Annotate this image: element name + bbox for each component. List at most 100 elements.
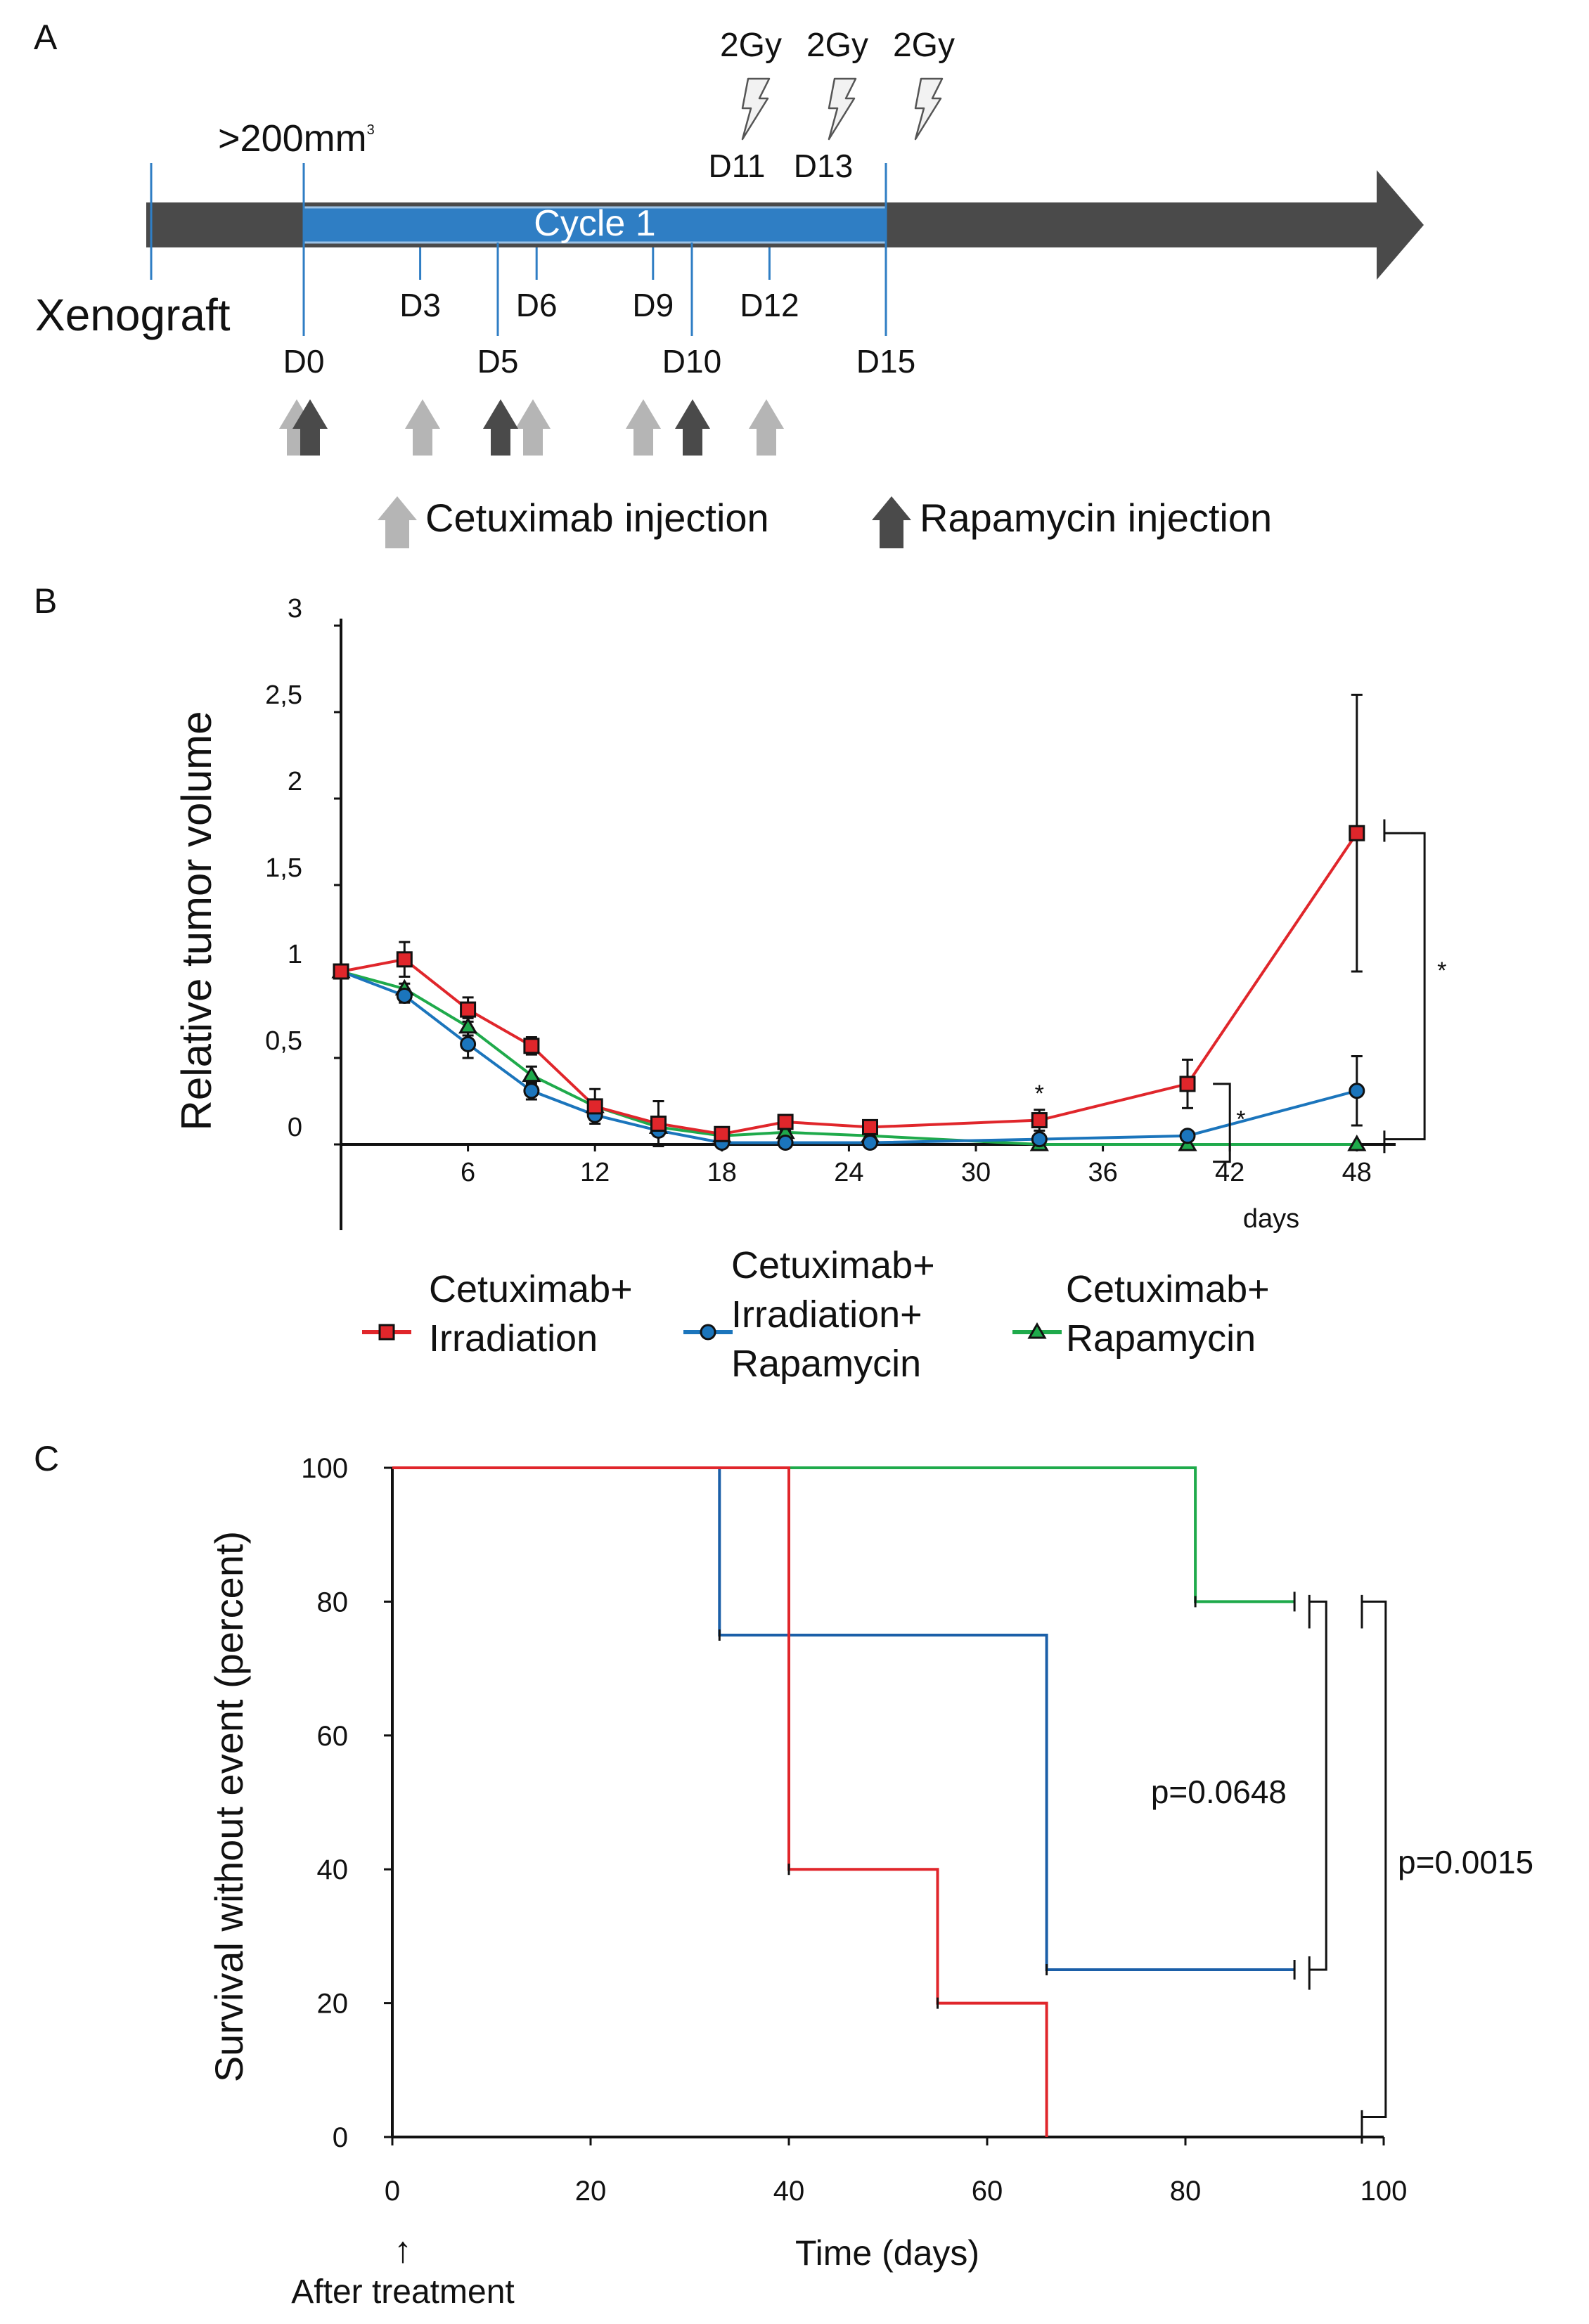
cetuximab-legend-arrow-icon bbox=[378, 496, 417, 548]
survival-y-tick-label: 60 bbox=[317, 1721, 349, 1752]
tumor-y-tick-label: 3 bbox=[288, 594, 302, 624]
day-marker-label: D6 bbox=[516, 287, 558, 323]
tumor-data-point bbox=[460, 1035, 477, 1052]
survival-y-tick-label: 0 bbox=[333, 2122, 348, 2153]
survival-y-axis-title: Survival without event (percent) bbox=[207, 1531, 251, 2082]
tumor-legend-label: Rapamycin bbox=[1066, 1317, 1256, 1360]
tumor-data-point bbox=[523, 1038, 540, 1054]
survival-pvalue-outer: p=0.0015 bbox=[1398, 1844, 1533, 1880]
survival-chart: Survival without event (percent) Time (d… bbox=[207, 1453, 1533, 2311]
tumor-data-point bbox=[862, 1118, 878, 1135]
panel-label-b: B bbox=[34, 581, 57, 621]
tumor-data-point bbox=[650, 1115, 667, 1132]
treatment-start-arrow-icon: ↑ bbox=[394, 2230, 412, 2271]
tumor-y-tick-label: 2,5 bbox=[265, 680, 302, 710]
tumor-legend-label: Cetuximab+ bbox=[731, 1244, 935, 1286]
irradiation-dose-label: 2Gy bbox=[806, 27, 868, 64]
survival-x-tick-label: 80 bbox=[1170, 2176, 1202, 2207]
treatment-start-note: After treatment bbox=[291, 2273, 514, 2311]
tumor-x-axis-title: days bbox=[1243, 1204, 1299, 1234]
day-marker-label: D10 bbox=[662, 343, 721, 380]
tumor-series-line bbox=[340, 970, 1357, 1146]
survival-x-tick-label: 0 bbox=[385, 2176, 400, 2207]
day-markers: D0 D3 D5 D6 D9 D10 D12 D15 bbox=[283, 163, 915, 380]
tumor-data-point bbox=[1179, 1128, 1196, 1144]
tumor-y-tick-label: 0,5 bbox=[265, 1026, 302, 1056]
survival-curve bbox=[392, 1466, 1295, 1603]
tumor-significance: * * * bbox=[1035, 819, 1446, 1163]
day-marker-label: D12 bbox=[740, 287, 799, 323]
tumor-x-tick-label: 18 bbox=[707, 1158, 737, 1187]
day-marker-label: D9 bbox=[632, 287, 674, 323]
tumor-series-line bbox=[340, 832, 1358, 1136]
tumor-volume-chart: Relative tumor volume days 0 0,5 1 1,5 2 2,5 3… bbox=[173, 594, 1446, 1234]
tumor-data-point bbox=[333, 963, 349, 980]
cetuximab-injection-arrow-icon bbox=[626, 399, 661, 456]
tumor-legend-label: Cetuximab+ bbox=[429, 1268, 633, 1310]
cycle-bar bbox=[302, 206, 887, 244]
survival-x-axis-title: Time (days) bbox=[795, 2233, 979, 2273]
tumor-y-axis-title: Relative tumor volume bbox=[173, 711, 220, 1131]
survival-series bbox=[392, 1466, 1296, 2137]
tumor-y-tick-label: 2 bbox=[288, 767, 302, 796]
tumor-y-tick-label: 0 bbox=[288, 1113, 302, 1142]
tumor-legend-label: Irradiation bbox=[429, 1317, 598, 1360]
tumor-legend-label: Irradiation+ bbox=[731, 1293, 922, 1336]
tumor-data-point bbox=[522, 1065, 541, 1083]
tumor-data-point bbox=[586, 1098, 603, 1115]
survival-bracket-inner bbox=[1309, 1600, 1327, 1971]
tumor-data-point bbox=[396, 987, 413, 1004]
tumor-data-point bbox=[1031, 1112, 1048, 1129]
survival-x-tick-label: 60 bbox=[972, 2176, 1003, 2207]
survival-y-tick-label: 100 bbox=[301, 1453, 348, 1484]
survival-bracket-outer bbox=[1361, 1600, 1387, 2118]
tumor-legend-marker bbox=[700, 1324, 716, 1341]
cetuximab-legend-label: Cetuximab injection bbox=[425, 496, 769, 540]
survival-y-tick-label: 40 bbox=[317, 1854, 349, 1885]
tumor-data-point bbox=[777, 1113, 794, 1130]
tumor-data-point bbox=[1031, 1131, 1048, 1148]
rapamycin-injection-arrow-icon bbox=[675, 399, 710, 456]
tumor-star-day48: * bbox=[1437, 957, 1446, 984]
tumor-bracket-top bbox=[1383, 819, 1410, 842]
tumor-y-tick-label: 1,5 bbox=[265, 853, 302, 883]
cetuximab-injection-arrow-icon bbox=[405, 399, 440, 456]
cetuximab-injection-arrow-icon bbox=[515, 399, 551, 456]
lightning-bolt-icon bbox=[828, 77, 857, 141]
tumor-bracket-day40 bbox=[1213, 1083, 1231, 1163]
irradiation-group: 2Gy D11 2Gy D13 2Gy bbox=[709, 27, 956, 184]
tumor-x-tick-label: 6 bbox=[461, 1158, 475, 1187]
survival-y-tick-label: 20 bbox=[317, 1989, 349, 2020]
day-marker-label: D3 bbox=[399, 287, 441, 323]
survival-curve bbox=[392, 1466, 1295, 1971]
tumor-data-point bbox=[1347, 1135, 1367, 1151]
tumor-data-point bbox=[714, 1125, 731, 1142]
cycle-label: Cycle 1 bbox=[534, 203, 655, 244]
xenograft-label: Xenograft bbox=[35, 290, 231, 340]
tumor-data-point bbox=[1179, 1076, 1196, 1092]
tumor-legend-label: Cetuximab+ bbox=[1066, 1268, 1270, 1310]
irradiation-dose-label: 2Gy bbox=[720, 27, 782, 64]
survival-pvalue-inner: p=0.0648 bbox=[1151, 1774, 1287, 1810]
rapamycin-legend-arrow-icon bbox=[872, 496, 911, 548]
irradiation-dose-label: 2Gy bbox=[893, 27, 955, 64]
injection-arrows bbox=[279, 399, 784, 456]
panel-label-a: A bbox=[34, 18, 58, 57]
tumor-data-point bbox=[862, 1135, 878, 1151]
tumor-star-day33: * bbox=[1035, 1080, 1044, 1107]
tumor-legend-label: Rapamycin bbox=[731, 1343, 921, 1385]
rapamycin-legend-label: Rapamycin injection bbox=[920, 496, 1272, 540]
irradiation-day-label: D13 bbox=[794, 148, 853, 184]
irradiation-day-label: D11 bbox=[709, 148, 766, 184]
survival-y-tick-label: 80 bbox=[317, 1587, 349, 1618]
survival-curve bbox=[392, 1466, 1048, 2137]
tumor-x-tick-label: 36 bbox=[1088, 1158, 1117, 1187]
volume-threshold-label: >200mm3 bbox=[218, 117, 375, 160]
tumor-series-line bbox=[340, 970, 1358, 1144]
tumor-series bbox=[331, 693, 1367, 1151]
rapamycin-injection-arrow-icon bbox=[292, 399, 328, 456]
lightning-bolt-icon bbox=[914, 77, 944, 141]
day-marker-label: D0 bbox=[283, 343, 325, 380]
